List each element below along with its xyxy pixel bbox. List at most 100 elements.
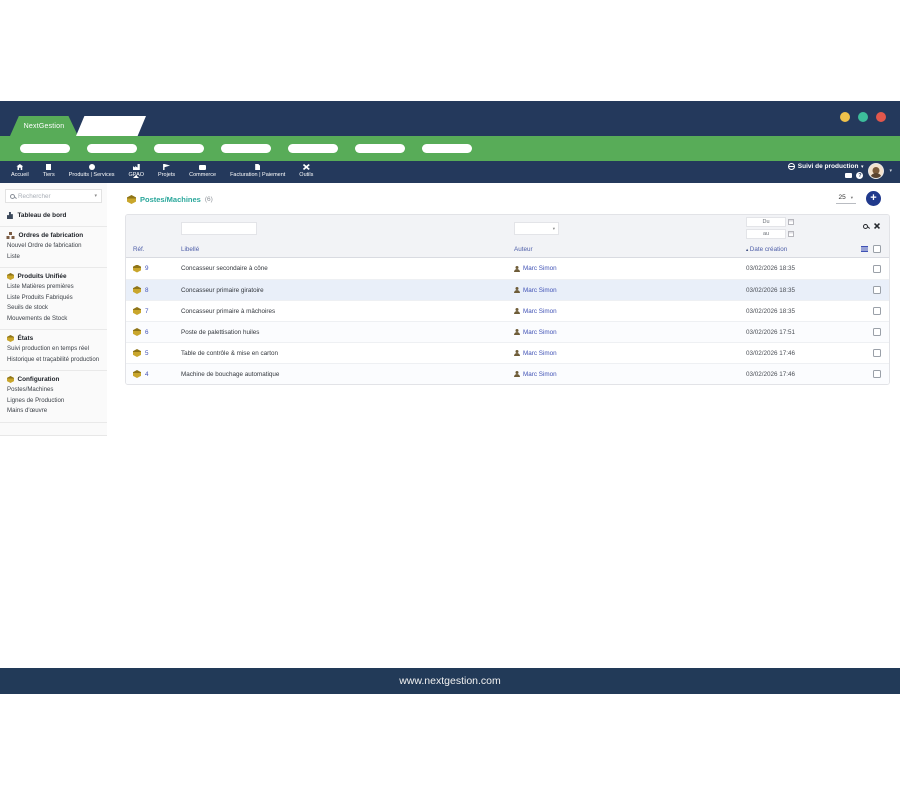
row-ref-link[interactable]: 4 — [145, 370, 149, 378]
row-ref-link[interactable]: 8 — [145, 286, 149, 294]
nav-item-gpao[interactable]: GPAO — [122, 161, 152, 178]
nav-item-accueil[interactable]: Accueil — [4, 161, 36, 178]
sidebar-item-lignes-de-production[interactable]: Lignes de Production — [7, 396, 65, 404]
row-auteur-link[interactable]: Marc Simon — [523, 328, 557, 336]
sidebar-section: Configuration Postes/Machines Lignes de P… — [0, 371, 107, 423]
auteur-filter-select[interactable]: ▾ — [514, 222, 559, 235]
column-header-date[interactable]: ▴ Date création — [746, 245, 788, 253]
sidebar-header-tats[interactable]: États — [7, 335, 100, 342]
apply-search-icon[interactable] — [863, 223, 868, 229]
window-dot-green[interactable] — [858, 112, 868, 122]
row-ref-link[interactable]: 6 — [145, 328, 149, 336]
nav-item-commerce[interactable]: Commerce — [182, 161, 223, 178]
user-avatar[interactable] — [868, 163, 885, 179]
sidebar-item-historique-et-tra-abilit-production[interactable]: Historique et traçabilité production — [7, 355, 100, 363]
package-icon — [133, 264, 141, 273]
add-button[interactable]: + — [866, 191, 881, 206]
sidebar-item-postes-machines[interactable]: Postes/Machines — [7, 386, 54, 393]
package-icon — [127, 195, 136, 204]
pill-placeholder — [221, 144, 271, 153]
nav-right-controls: Suivi de production ▾ ? ▾ — [788, 163, 892, 179]
table-row[interactable]: 9 Concasseur secondaire à cône Marc Simo… — [126, 258, 889, 279]
column-header-ref[interactable]: Réf. — [133, 245, 145, 253]
sidebar-item-seuils-de-stock[interactable]: Seuils de stock — [7, 304, 48, 311]
module-selector[interactable]: Suivi de production ▾ — [788, 163, 863, 170]
nav-item-tiers[interactable]: Tiers — [36, 161, 62, 178]
chevron-down-icon: ▾ — [552, 225, 555, 231]
libelle-filter-input[interactable] — [181, 222, 257, 235]
pill-placeholder — [288, 144, 338, 153]
sidebar-item-mouvements-de-stock[interactable]: Mouvements de Stock — [7, 314, 68, 322]
table-row[interactable]: 5 Table de contrôle & mise en carton Mar… — [126, 342, 889, 363]
print-icon[interactable] — [845, 173, 853, 178]
sidebar-item-suivi-production-en-temps-r-el[interactable]: Suivi production en temps réel — [7, 345, 89, 352]
date-from-input[interactable] — [746, 217, 786, 227]
table-row[interactable]: 8 Concasseur primaire giratoire Marc Sim… — [126, 279, 889, 300]
brand-tab: NextGestion — [10, 116, 78, 136]
sidebar-item-liste-mati-res-premi-res[interactable]: Liste Matières premières — [7, 283, 74, 290]
row-auteur-link[interactable]: Marc Simon — [523, 307, 557, 315]
footer-url: www.nextgestion.com — [399, 675, 501, 687]
package-icon — [133, 328, 141, 336]
nav-item-outils[interactable]: Outils — [292, 161, 320, 178]
flag-icon — [163, 164, 171, 170]
home-icon — [16, 164, 24, 170]
app-window: NextGestion Accueil Tiers Produits | Ser… — [0, 101, 900, 694]
sidebar-header-tableau-de-bord[interactable]: Tableau de bord — [7, 212, 100, 219]
column-header-libelle[interactable]: Libellé — [181, 245, 200, 253]
table-row[interactable]: 7 Concasseur primaire à mâchoires Marc S… — [126, 300, 889, 321]
search-input[interactable] — [18, 192, 88, 200]
sidebar-header-configuration[interactable]: Configuration — [7, 376, 100, 383]
pills-bar — [0, 136, 900, 161]
row-checkbox[interactable] — [873, 370, 881, 378]
nav-item-projets[interactable]: Projets — [151, 161, 182, 178]
blank-tab[interactable] — [76, 116, 146, 136]
sidebar-item-mains-d-uvre[interactable]: Mains d'œuvre — [7, 407, 48, 414]
invoice-icon — [255, 164, 261, 170]
row-auteur-link[interactable]: Marc Simon — [523, 349, 557, 357]
sidebar-item-nouvel-ordre-de-fabrication[interactable]: Nouvel Ordre de fabrication — [7, 242, 82, 249]
row-auteur-link[interactable]: Marc Simon — [523, 286, 557, 294]
brand-label: NextGestion — [23, 122, 65, 130]
globe-icon — [788, 163, 796, 170]
pill-placeholder — [422, 144, 472, 153]
row-ref-link[interactable]: 5 — [145, 349, 149, 357]
package-icon — [133, 349, 141, 357]
row-ref-link[interactable]: 9 — [145, 265, 149, 272]
pill-placeholder — [20, 144, 70, 153]
row-checkbox[interactable] — [873, 349, 881, 357]
row-checkbox[interactable] — [873, 307, 881, 315]
sidebar-section: Produits Unifiée Liste Matières première… — [0, 268, 107, 330]
sidebar-header-produits-unifi-e[interactable]: Produits Unifiée — [7, 273, 100, 280]
sidebar-item-liste-produits-fabriqu-s[interactable]: Liste Produits Fabriqués — [7, 293, 73, 301]
package-icon — [7, 376, 14, 383]
page-size-select[interactable]: 25 ▾ — [835, 193, 856, 204]
row-date: 03/02/2026 17:51 — [746, 328, 796, 336]
list-view-icon[interactable] — [861, 246, 868, 252]
sidebar-header-ordres-de-fabrication[interactable]: Ordres de fabrication — [7, 232, 100, 239]
table-row[interactable]: 4 Machine de bouchage automatique Marc S… — [126, 363, 889, 384]
row-checkbox[interactable] — [873, 264, 881, 273]
calendar-icon[interactable] — [788, 219, 794, 225]
clear-filters-icon[interactable] — [874, 223, 880, 229]
sidebar-item-liste[interactable]: Liste — [7, 252, 20, 260]
calendar-icon[interactable] — [788, 230, 794, 237]
column-header-auteur[interactable]: Auteur — [514, 245, 533, 253]
row-ref-link[interactable]: 7 — [145, 307, 149, 315]
table-row[interactable]: 6 Poste de palettisation huiles Marc Sim… — [126, 321, 889, 342]
row-auteur-link[interactable]: Marc Simon — [523, 370, 557, 378]
row-auteur-link[interactable]: Marc Simon — [523, 265, 557, 272]
nav-item-facturation-paiement[interactable]: Facturation | Paiement — [223, 161, 292, 178]
row-checkbox[interactable] — [873, 286, 881, 294]
window-dot-yellow[interactable] — [840, 112, 850, 122]
nav-item-produits-services[interactable]: Produits | Services — [62, 161, 122, 178]
person-icon — [514, 329, 520, 335]
person-icon — [514, 308, 520, 314]
select-all-checkbox[interactable] — [873, 245, 881, 253]
search-chevron-icon[interactable]: ▾ — [94, 193, 97, 199]
window-dot-red[interactable] — [876, 112, 886, 122]
help-icon[interactable]: ? — [856, 172, 864, 179]
avatar-chevron-icon[interactable]: ▾ — [889, 168, 892, 174]
row-checkbox[interactable] — [873, 328, 881, 336]
date-to-input[interactable] — [746, 228, 786, 239]
